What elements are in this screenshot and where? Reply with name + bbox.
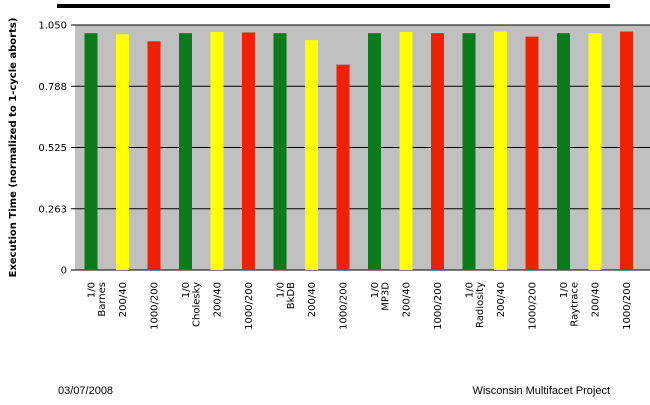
bar	[588, 33, 602, 270]
bar	[210, 32, 224, 270]
x-category-label: 1000/200	[244, 282, 255, 330]
x-category-label: 200/40	[402, 282, 413, 317]
y-axis-label: Execution Time (normalized to 1-cycle ab…	[8, 18, 19, 278]
x-category-label: 200/40	[213, 282, 224, 317]
x-category-label: 1/0	[370, 282, 381, 298]
x-group-label: Barnes	[97, 282, 108, 317]
x-category-label: 200/40	[496, 282, 507, 317]
x-category-label: 1/0	[465, 282, 476, 298]
bar	[273, 33, 287, 270]
x-category-label: 1000/200	[622, 282, 633, 330]
y-tick-label: 0.525	[38, 143, 67, 154]
bar	[305, 40, 318, 270]
footer-project: Wisconsin Multifacet Project	[472, 385, 610, 397]
bar	[494, 31, 507, 271]
x-category-label: 1000/200	[528, 282, 539, 330]
y-tick-label: 1.050	[38, 21, 67, 32]
gridlines	[75, 24, 650, 271]
x-category-label: 1000/200	[433, 282, 444, 330]
y-tick-label: 0	[61, 266, 67, 277]
y-axis-ticks: 0 0.263 0.525 0.788 1.050	[38, 21, 75, 277]
x-group-label: Cholesky	[192, 282, 203, 327]
bar	[431, 33, 444, 270]
x-axis-labels: 1/0 Barnes 200/40 1000/200 1/0 Cholesky 200/40…	[87, 282, 634, 330]
bar	[525, 36, 539, 270]
x-category-label: 1000/200	[339, 282, 350, 330]
bar	[462, 33, 476, 270]
bar	[336, 64, 350, 271]
x-category-label: 1000/200	[150, 282, 161, 330]
x-category-label: 1/0	[276, 282, 287, 298]
x-category-label: 1/0	[87, 282, 98, 298]
top-rule	[57, 4, 610, 8]
bar	[399, 32, 413, 270]
bar	[620, 31, 633, 271]
x-group-label: MP3D	[381, 282, 392, 311]
x-category-label: 1/0	[559, 282, 570, 298]
x-group-label: Raytrace	[570, 282, 581, 327]
bar	[84, 33, 98, 270]
bar	[557, 33, 570, 270]
bar	[242, 32, 255, 270]
x-group-label: BkDB	[286, 282, 297, 309]
x-category-label: 200/40	[307, 282, 318, 317]
bars	[84, 31, 633, 271]
x-category-label: 200/40	[591, 282, 602, 317]
bar	[179, 33, 192, 270]
footer-date: 03/07/2008	[58, 385, 114, 397]
x-category-label: 200/40	[118, 282, 129, 317]
bar	[116, 34, 129, 271]
x-category-label: 1/0	[181, 282, 192, 298]
bar	[368, 33, 381, 270]
y-tick-label: 0.788	[38, 82, 67, 93]
y-tick-label: 0.263	[38, 204, 67, 215]
x-group-label: Radiosity	[475, 282, 486, 328]
bar	[147, 41, 161, 271]
